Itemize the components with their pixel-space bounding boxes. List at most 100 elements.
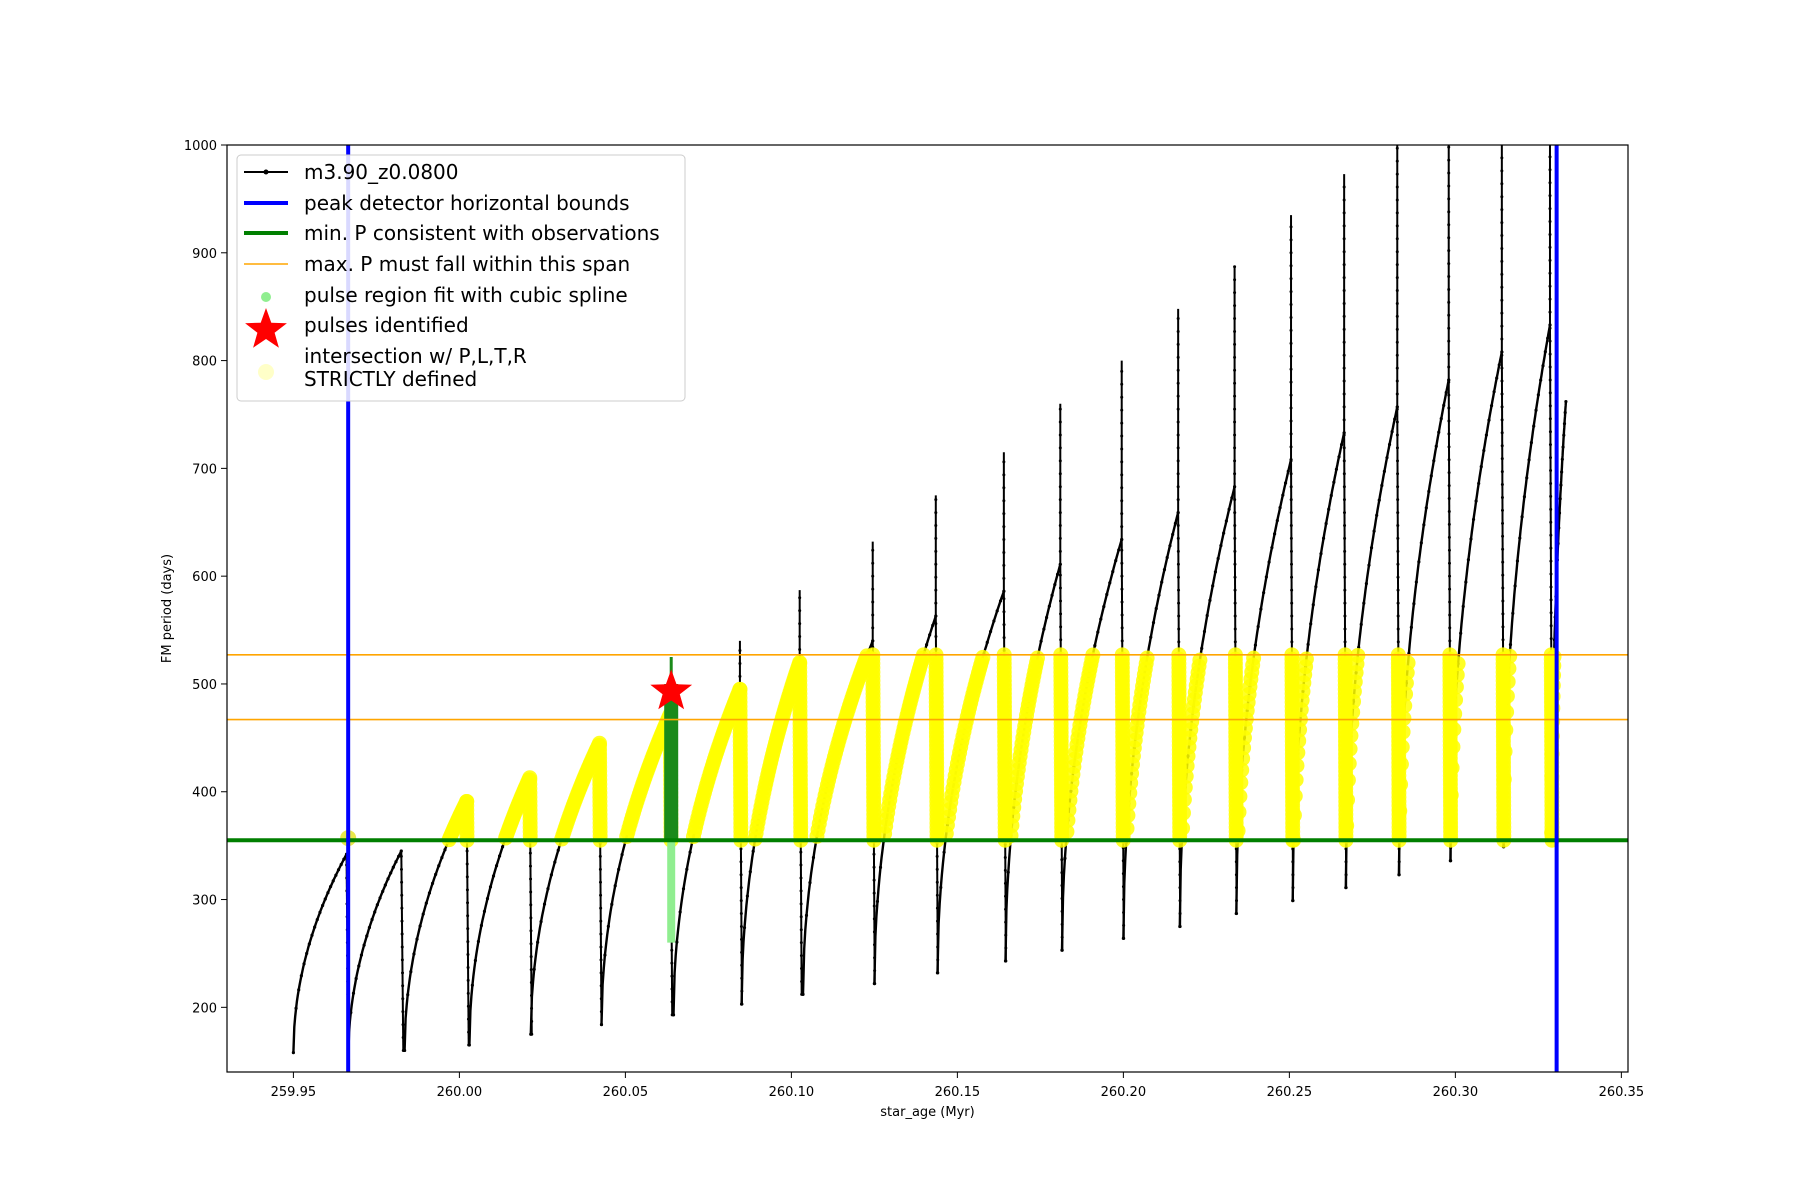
track-point	[342, 857, 346, 861]
track-point	[1487, 418, 1491, 422]
track-point	[739, 924, 743, 928]
intersection-point	[1499, 688, 1515, 704]
intersection-point	[1290, 745, 1306, 761]
track-point	[599, 906, 603, 910]
track-point	[1176, 549, 1180, 553]
track-point	[336, 868, 341, 872]
track-point	[553, 860, 557, 864]
track-point	[685, 867, 689, 871]
track-point	[1447, 210, 1451, 214]
track-point	[1006, 870, 1010, 874]
track-point	[401, 1023, 405, 1027]
intersection-point	[1231, 804, 1247, 820]
track-point	[1543, 350, 1547, 354]
track-point	[399, 867, 403, 871]
track-point	[1177, 588, 1181, 592]
track-point	[1342, 498, 1346, 502]
track-point	[1549, 598, 1553, 602]
track-point	[1548, 339, 1552, 343]
track-point	[1120, 382, 1124, 386]
track-point	[556, 848, 560, 852]
track-point	[1045, 615, 1049, 620]
track-point	[466, 991, 470, 995]
track-point	[1120, 473, 1124, 477]
track-point	[939, 885, 943, 890]
track-point	[1233, 342, 1237, 346]
track-point	[872, 865, 876, 869]
track-point	[1321, 536, 1326, 540]
track-point	[935, 906, 939, 910]
track-point	[1396, 536, 1400, 540]
track-point	[549, 873, 553, 877]
track-point	[1253, 643, 1258, 647]
intersection-point	[1443, 787, 1459, 803]
track-point	[934, 536, 938, 540]
track-point	[1176, 381, 1180, 385]
track-point	[1395, 289, 1399, 293]
track-point	[1002, 473, 1006, 477]
track-point	[1289, 549, 1293, 553]
track-point	[1290, 627, 1294, 631]
track-point	[1200, 646, 1204, 650]
track-point	[1342, 276, 1346, 280]
track-point	[992, 619, 996, 623]
track-point	[1424, 506, 1428, 510]
track-point	[1120, 499, 1124, 503]
track-point	[1548, 443, 1552, 447]
track-point	[1395, 263, 1399, 267]
track-point	[1342, 459, 1346, 463]
track-point	[985, 640, 989, 644]
track-point	[1522, 495, 1527, 499]
track-point	[1444, 390, 1448, 395]
track-point	[1290, 575, 1294, 579]
track-point	[1500, 208, 1504, 212]
track-point	[1233, 291, 1237, 295]
track-point	[934, 622, 938, 626]
track-point	[497, 854, 502, 858]
track-point	[1105, 592, 1109, 597]
track-point	[1059, 612, 1063, 616]
track-point	[313, 925, 317, 929]
track-point	[1395, 353, 1399, 357]
intersection-point	[1396, 710, 1412, 726]
track-point	[934, 549, 938, 553]
track-point	[1290, 640, 1294, 644]
track-point	[1549, 546, 1553, 550]
track-point	[1549, 624, 1553, 628]
track-point	[804, 913, 809, 917]
track-point	[871, 574, 875, 578]
track-point	[1176, 433, 1180, 437]
track-point	[739, 873, 743, 877]
track-point	[1289, 485, 1293, 489]
track-point	[1002, 636, 1006, 640]
track-point	[1334, 467, 1339, 471]
intersection-point	[1177, 779, 1193, 795]
track-point	[738, 649, 742, 653]
track-point	[1501, 560, 1505, 564]
intersection-point	[1500, 674, 1516, 690]
track-point	[599, 958, 603, 962]
track-point	[466, 953, 470, 957]
track-point	[1233, 562, 1237, 566]
track-point	[1120, 574, 1124, 578]
track-point	[1562, 433, 1566, 437]
intersection-point	[1398, 686, 1414, 702]
track-point	[331, 879, 335, 883]
intersection-point	[459, 793, 475, 809]
track-point	[1447, 406, 1451, 410]
track-point	[1447, 158, 1451, 162]
intersection-point	[1139, 650, 1155, 666]
track-point	[1120, 639, 1124, 643]
track-point	[1120, 447, 1124, 451]
legend-handle-spline	[261, 292, 271, 302]
track-point	[1395, 276, 1399, 280]
track-point	[1474, 499, 1478, 503]
track-point	[381, 889, 385, 893]
intersection-point	[1287, 788, 1303, 804]
track-point	[1002, 623, 1006, 627]
track-point	[1541, 364, 1545, 368]
track-point	[799, 928, 803, 932]
track-point	[1177, 640, 1181, 644]
track-point	[494, 864, 499, 868]
track-point	[1482, 448, 1486, 453]
